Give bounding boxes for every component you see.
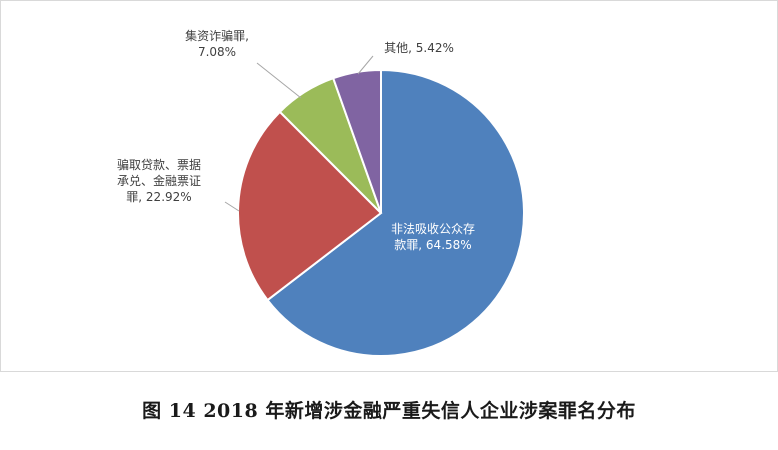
slice-label-line: 7.08% (198, 45, 236, 59)
leader-line-3 (256, 62, 302, 99)
slice-label-line: 罪, 22.92% (126, 190, 191, 204)
slice-label-2: 骗取贷款、票据承兑、金融票证罪, 22.92% (117, 157, 201, 204)
figure-caption: 图 14 2018 年新增涉金融严重失信人企业涉案罪名分布 (142, 400, 636, 422)
leader-line-4 (357, 55, 374, 75)
slice-labels: 非法吸收公众存款罪, 64.58% 骗取贷款、票据承兑、金融票证罪, 22.92%… (117, 28, 475, 252)
leader-line-2 (224, 201, 240, 212)
slice-label-1: 非法吸收公众存款罪, 64.58% (391, 222, 475, 252)
slice-label-line: 承兑、金融票证 (117, 173, 201, 188)
label-leader-lines (224, 55, 374, 212)
pie-slice-4 (331, 68, 382, 214)
slice-label-3: 集资诈骗罪, 7.08% (185, 28, 249, 59)
slice-label-line: 其他, 5.42% (384, 41, 454, 55)
pie-chart: 非法吸收公众存款罪, 64.58% 骗取贷款、票据承兑、金融票证罪, 22.92%… (117, 28, 525, 357)
pie-slice-2 (237, 110, 383, 302)
slice-label-line: 款罪, 64.58% (394, 238, 471, 252)
slice-label-line: 骗取贷款、票据 (117, 157, 201, 172)
chart-frame: 非法吸收公众存款罪, 64.58% 骗取贷款、票据承兑、金融票证罪, 22.92%… (0, 0, 778, 372)
slice-label-line: 非法吸收公众存 (391, 222, 475, 236)
slice-label-line: 集资诈骗罪, (185, 28, 249, 43)
pie-slice-1 (266, 68, 525, 357)
slice-label-4: 其他, 5.42% (384, 41, 454, 55)
pie-slices (237, 68, 525, 357)
